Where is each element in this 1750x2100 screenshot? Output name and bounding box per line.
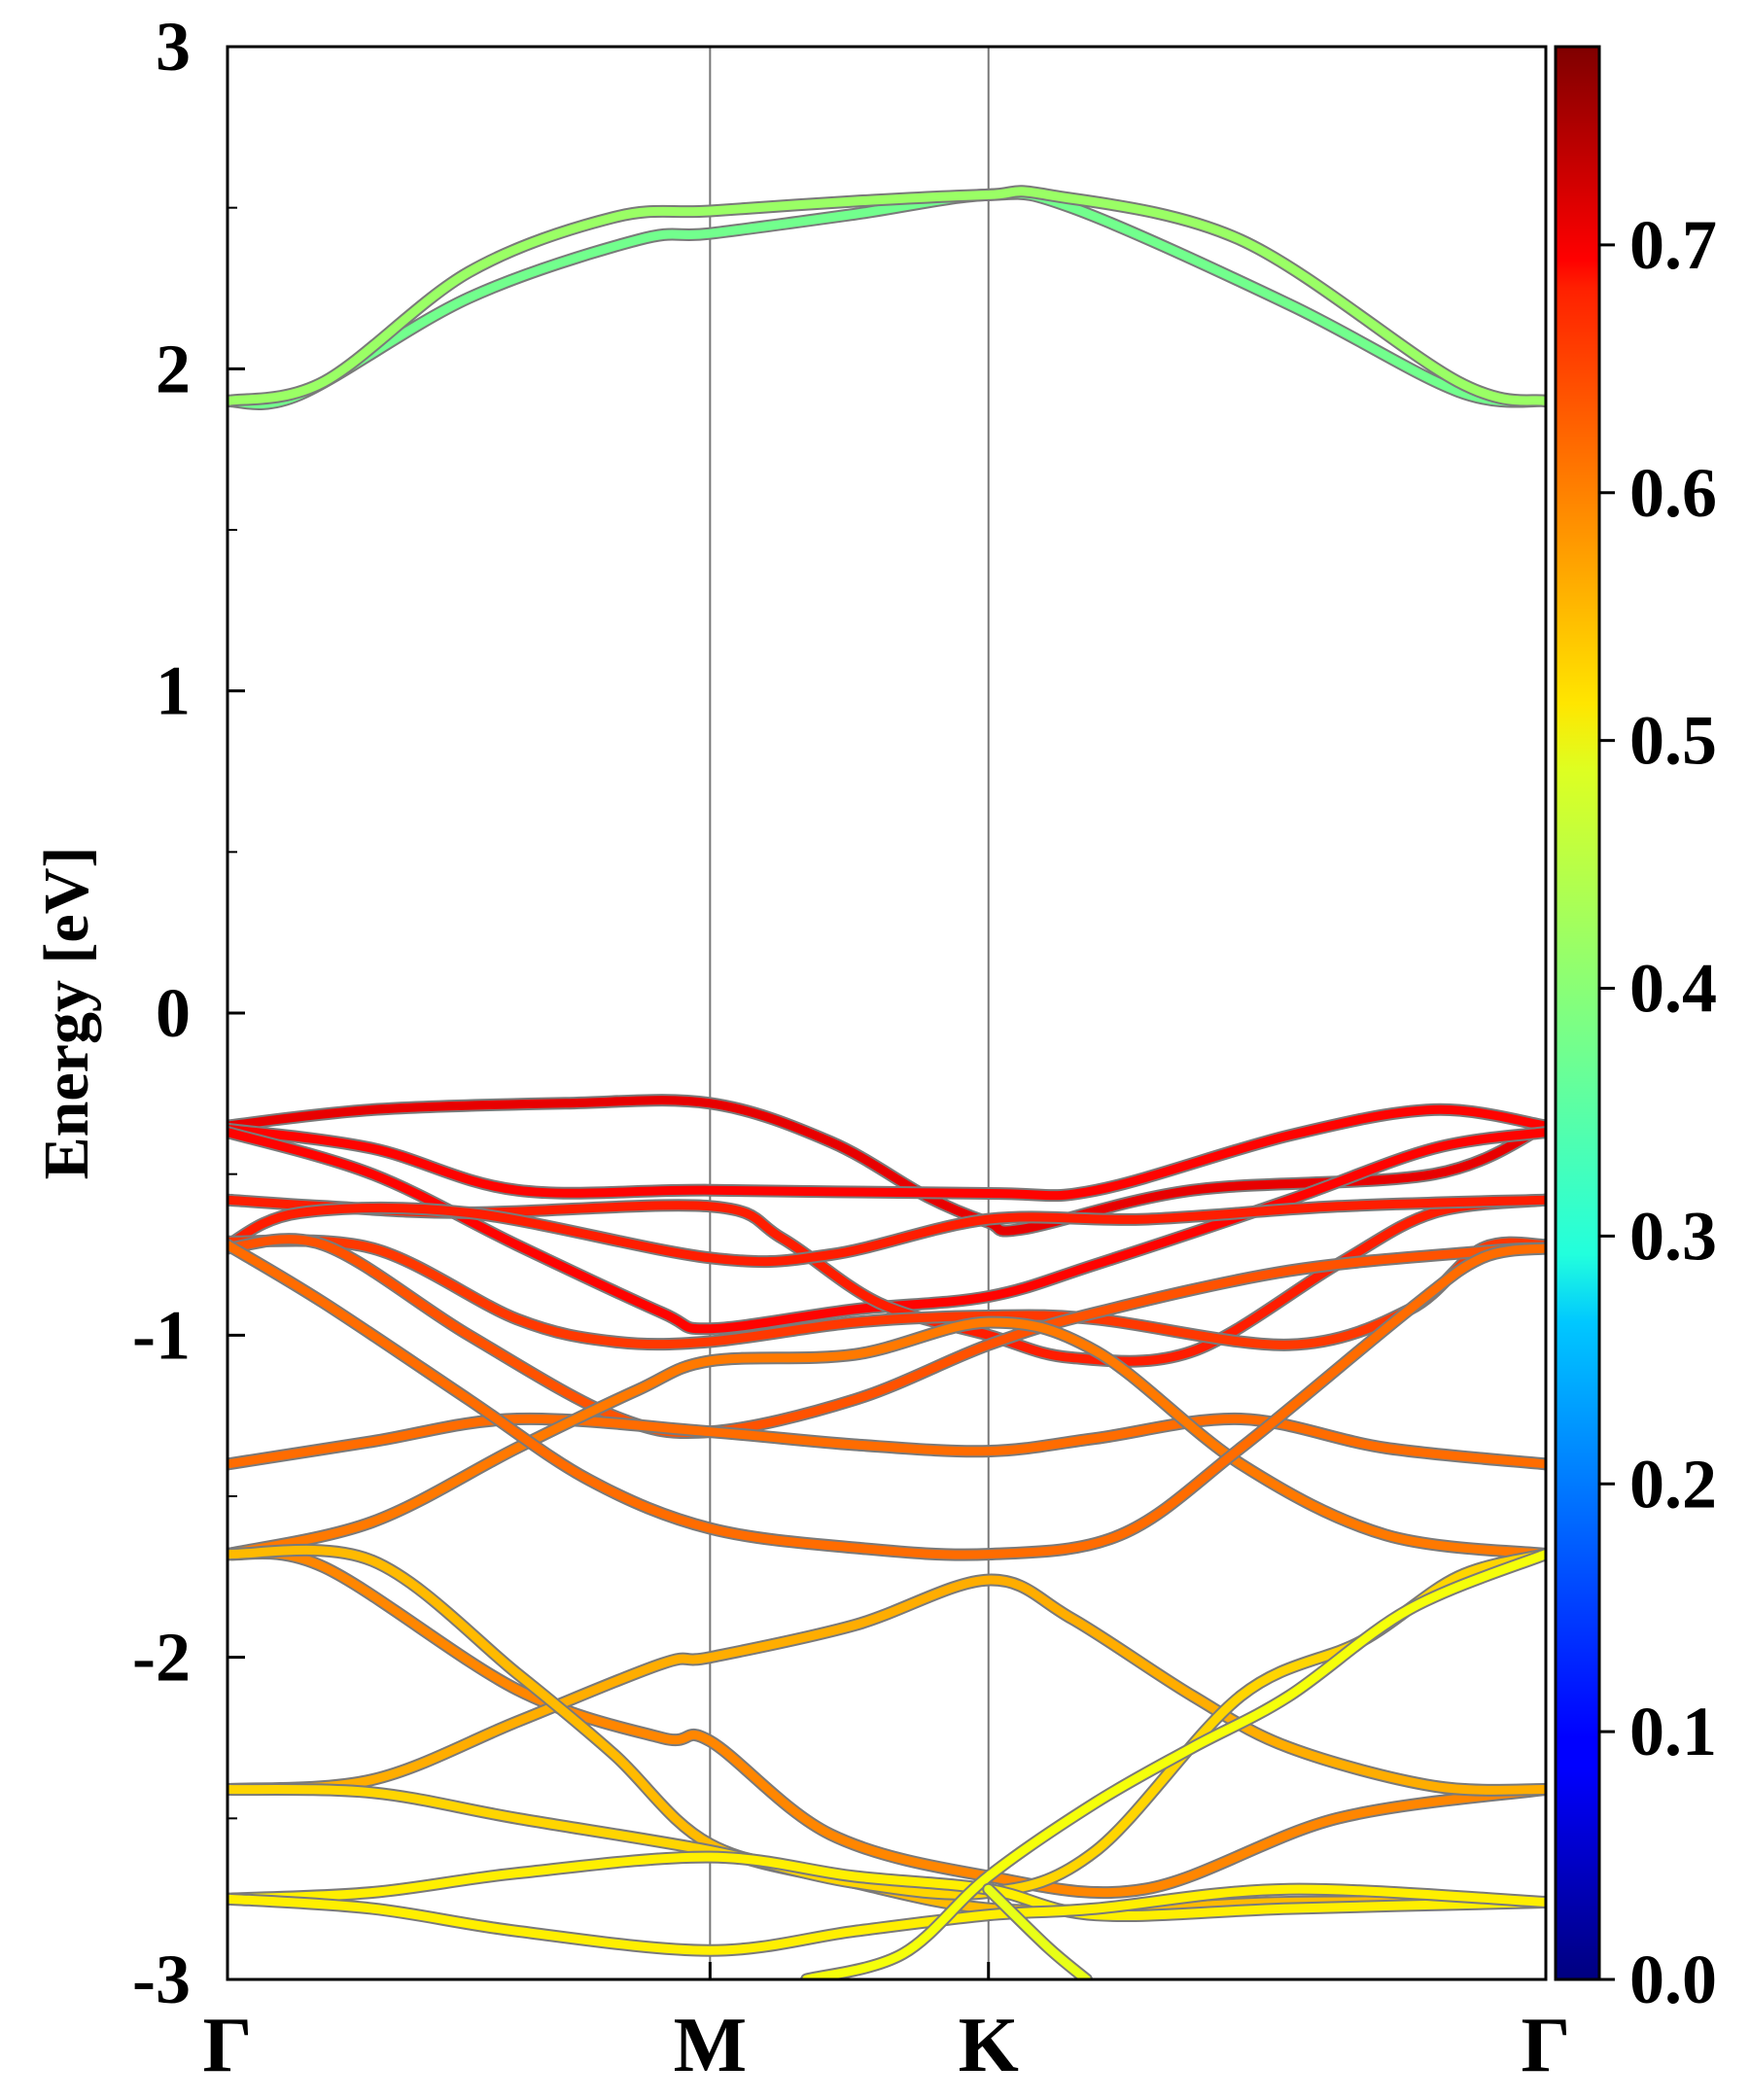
band-17 xyxy=(228,1850,1546,1922)
band-20-line xyxy=(984,1884,1091,1979)
band-10-line xyxy=(228,1414,1546,1469)
band-16-outline xyxy=(228,1548,1546,1901)
band-7-line xyxy=(228,1195,1546,1267)
band-14-line xyxy=(228,1575,1546,1795)
band-1 xyxy=(228,187,1546,410)
y-tick-label: -2 xyxy=(132,1619,191,1697)
band-16 xyxy=(228,1548,1546,1901)
band-12-line xyxy=(228,1241,1546,1559)
k-point-label: Γ xyxy=(1522,2003,1571,2088)
y-tick-label: -1 xyxy=(132,1296,191,1374)
colorbar-tick-label: 0.6 xyxy=(1629,454,1717,532)
band-13 xyxy=(228,1546,1546,1900)
band-13-line xyxy=(228,1548,1546,1898)
colorbar-tick-label: 0.7 xyxy=(1629,206,1717,284)
band-20 xyxy=(982,1882,1093,1979)
band-1-line xyxy=(228,189,1546,408)
band-2-line xyxy=(228,187,1546,405)
band-12-outline xyxy=(228,1239,1546,1561)
band-19-line xyxy=(802,1550,1546,1979)
y-tick-label: 1 xyxy=(156,652,191,730)
band-2-outline xyxy=(228,185,1546,407)
k-point-label: K xyxy=(959,2003,1019,2088)
band-17-line xyxy=(228,1852,1546,1920)
band-14 xyxy=(228,1573,1546,1797)
band-18-line xyxy=(228,1884,1546,1955)
band-9 xyxy=(228,1233,1546,1440)
band-12 xyxy=(228,1239,1546,1561)
k-point-label: M xyxy=(674,2003,748,2088)
band-19 xyxy=(800,1548,1546,1979)
band-11 xyxy=(228,1315,1546,1561)
band-18 xyxy=(228,1882,1546,1957)
band-10 xyxy=(228,1412,1546,1471)
colorbar-tick-label: 0.3 xyxy=(1629,1197,1717,1275)
y-tick-label: 0 xyxy=(156,974,191,1052)
y-tick-label: 3 xyxy=(156,8,191,86)
bands xyxy=(228,185,1546,1979)
colorbar-tick-label: 0.2 xyxy=(1629,1445,1717,1522)
colorbar-tick-label: 0.0 xyxy=(1629,1941,1717,2018)
y-tick-label: 2 xyxy=(156,330,191,407)
y-tick-label: -3 xyxy=(132,1941,191,2018)
band-9-line xyxy=(228,1235,1546,1438)
band-11-line xyxy=(228,1317,1546,1559)
band-4-line xyxy=(228,1104,1546,1201)
colorbar: 0.0 0.1 0.2 0.3 0.4 0.5 0.6 0.7 xyxy=(1554,45,1717,2018)
colorbar-gradient xyxy=(1554,45,1601,1981)
axes: -3 -2 -1 0 1 2 3 Γ M K Γ xyxy=(132,8,1570,2088)
colorbar-tick-label: 0.1 xyxy=(1629,1693,1717,1770)
colorbar-tick-label: 0.5 xyxy=(1629,702,1717,780)
band-16-line xyxy=(228,1550,1546,1899)
band-7 xyxy=(228,1193,1546,1269)
band-13-outline xyxy=(228,1546,1546,1900)
high-symmetry-lines xyxy=(709,47,990,1979)
band-2 xyxy=(228,185,1546,407)
band-4 xyxy=(228,1102,1546,1203)
colorbar-tick-label: 0.4 xyxy=(1629,950,1717,1028)
k-point-label: Γ xyxy=(203,2003,253,2088)
y-axis-label: Energy [eV] xyxy=(31,847,102,1180)
